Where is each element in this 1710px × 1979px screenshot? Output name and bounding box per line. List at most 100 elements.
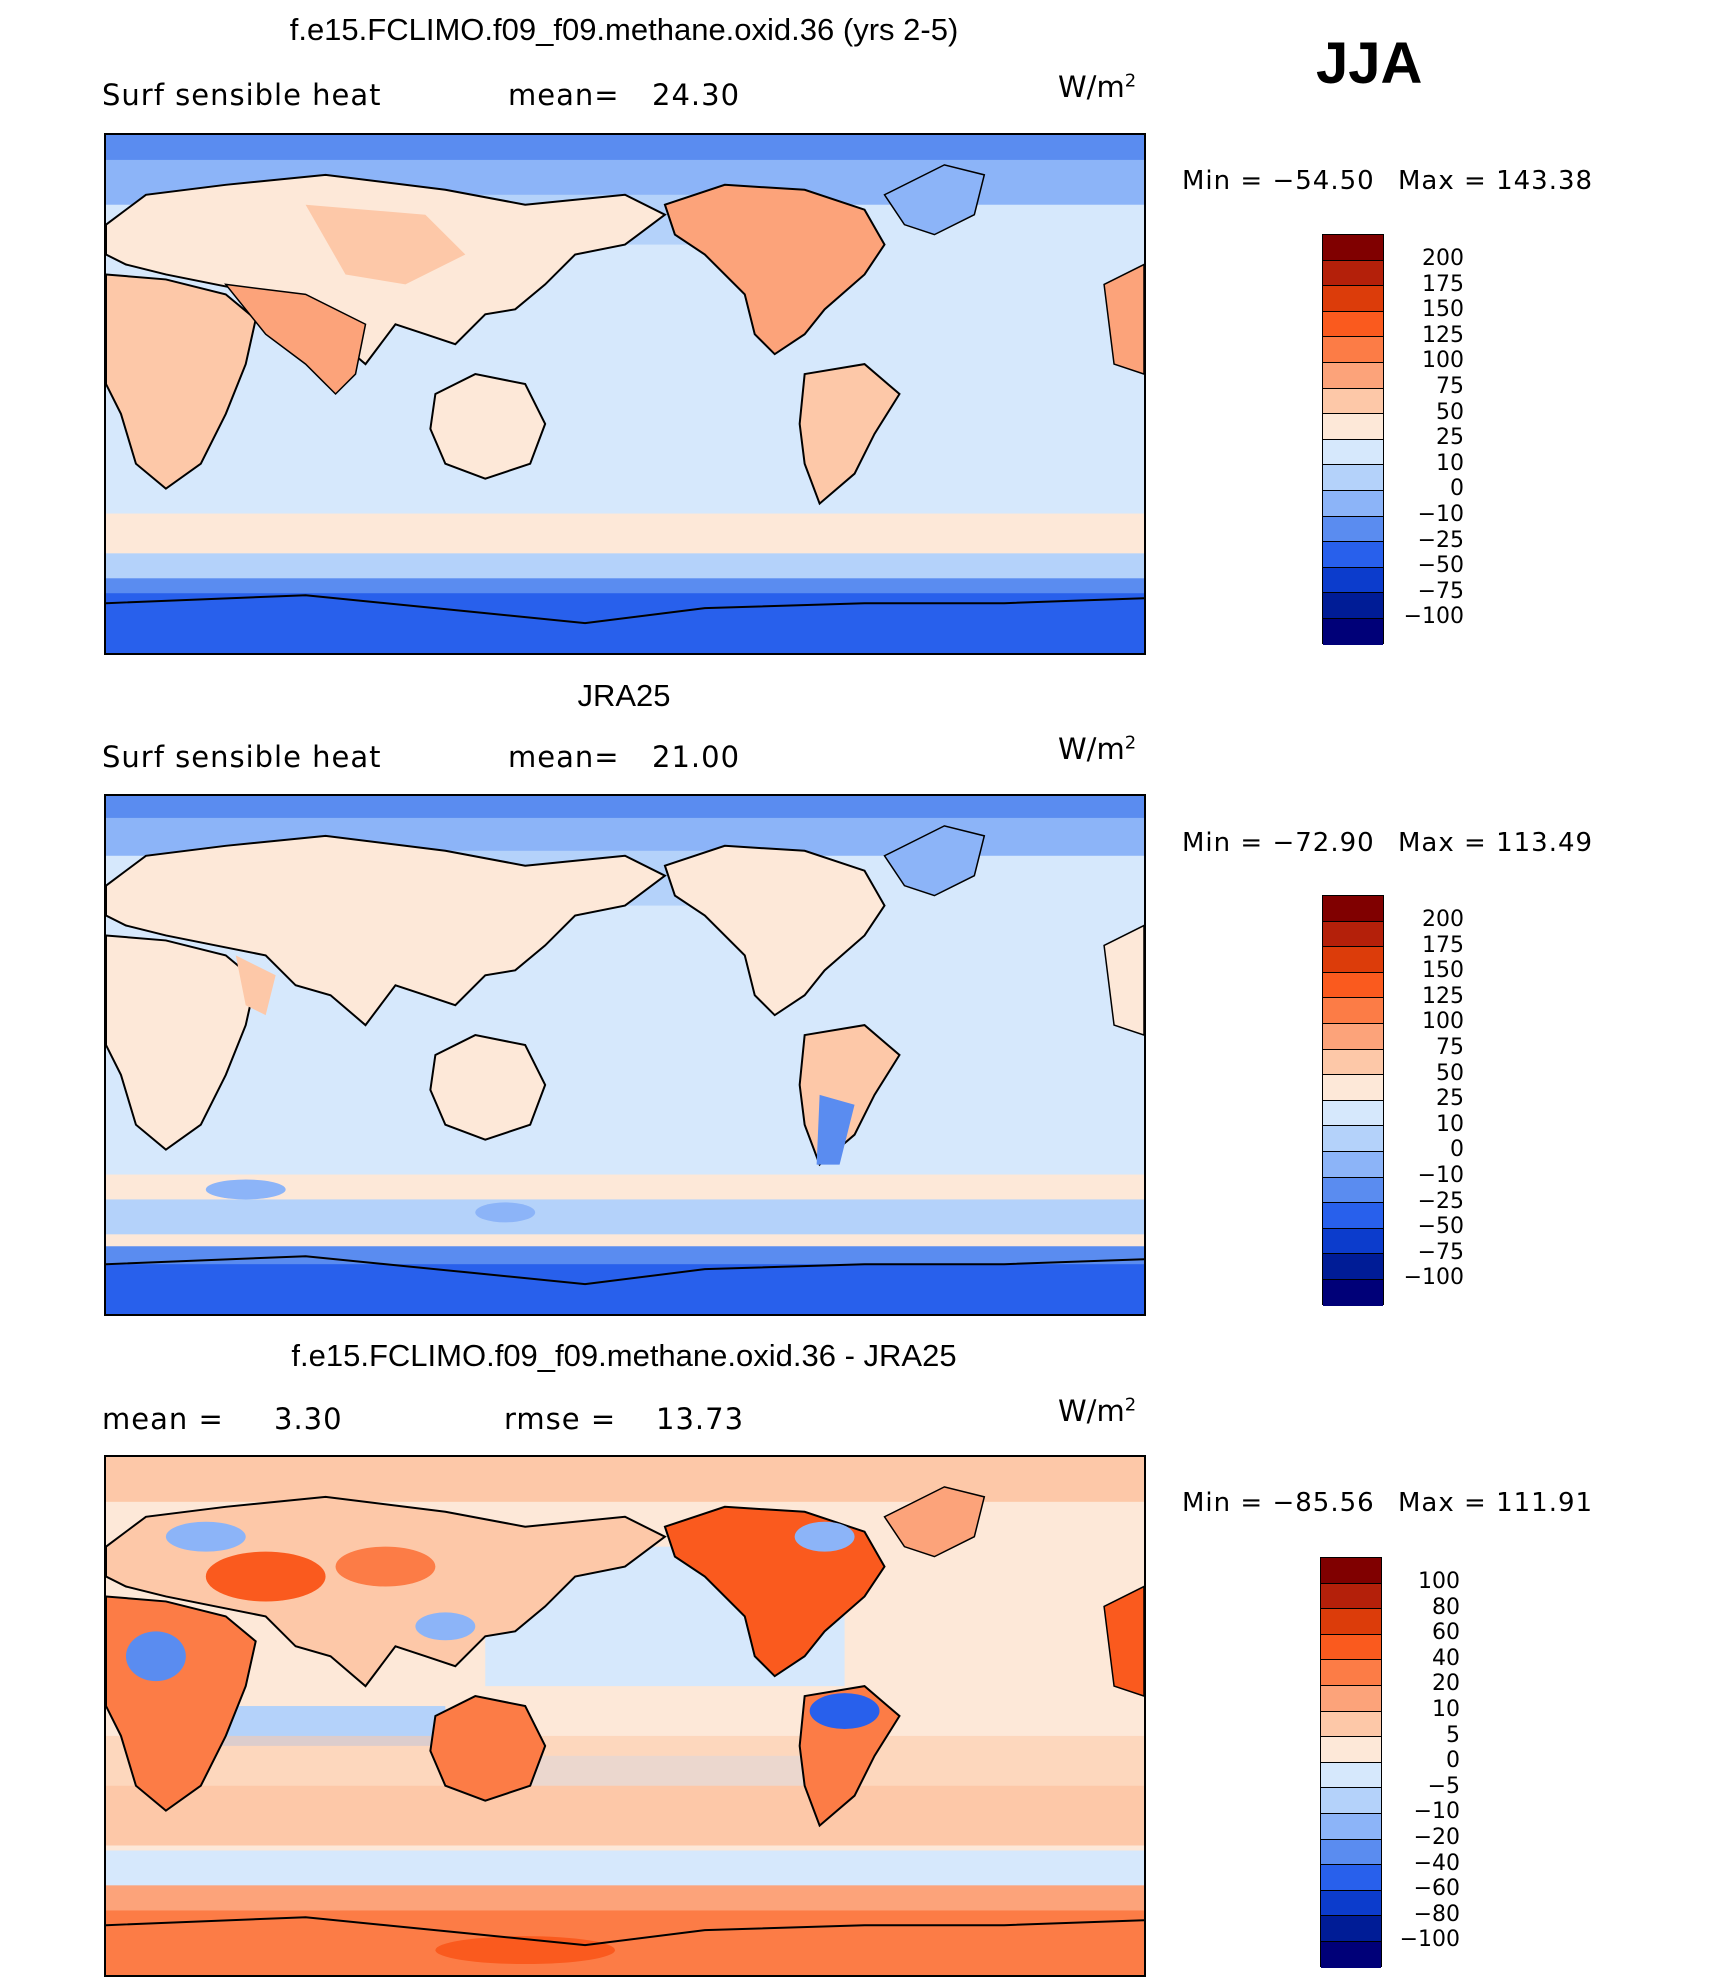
panel1-units: W/m2: [1058, 70, 1137, 104]
season-label: JJA: [1316, 31, 1423, 96]
panel2-colorbar-bin: [1323, 1151, 1383, 1178]
colorbar-label: 125: [1422, 983, 1464, 1009]
panel2-colorbar-bin: [1323, 998, 1383, 1024]
panel3-colorbar-bin: [1321, 1890, 1381, 1917]
panel2-colorbar-bin: [1323, 1049, 1383, 1076]
panel3-colorbar-bin: [1321, 1711, 1381, 1738]
panel1-colorbar-bin: [1323, 618, 1383, 645]
panel3-colorbar-bin: [1321, 1839, 1381, 1866]
panel1-colorbar-bin: [1323, 362, 1383, 389]
panel2-min: Min = −72.90: [1182, 828, 1375, 858]
panel3-title: f.e15.FCLIMO.f09_f09.methane.oxid.36 - J…: [291, 1338, 957, 1373]
panel3-colorbar-bin: [1321, 1558, 1381, 1584]
panel2-colorbar-bin: [1323, 1228, 1383, 1255]
colorbar-label: 100: [1422, 1009, 1464, 1035]
panel1-map-graphic: [106, 135, 1144, 653]
panel1-title: f.e15.FCLIMO.f09_f09.methane.oxid.36 (yr…: [289, 12, 959, 47]
colorbar-label: 20: [1432, 1671, 1460, 1697]
colorbar-label: 10: [1436, 1111, 1464, 1137]
panel1-map: [104, 133, 1146, 655]
panel3-map: [104, 1455, 1146, 1977]
panel2-colorbar-bin: [1323, 1279, 1383, 1306]
colorbar-label: −75: [1417, 578, 1464, 604]
colorbar-label: 175: [1422, 932, 1464, 958]
panel1-mean-value: 24.30: [652, 78, 741, 112]
panel1-min: Min = −54.50: [1182, 166, 1375, 196]
colorbar-label: 100: [1418, 1569, 1460, 1594]
panel3-colorbar-bin: [1321, 1685, 1381, 1712]
panel2-colorbar-bin: [1323, 947, 1383, 973]
panel3-rmse-label: rmse =: [504, 1402, 617, 1436]
panel3-min: Min = −85.56: [1182, 1488, 1375, 1518]
colorbar-label: −10: [1417, 502, 1464, 527]
panel3-colorbar: [1320, 1557, 1382, 1968]
panel2-colorbar-bin: [1323, 1100, 1383, 1127]
panel1-colorbar-bin: [1323, 465, 1383, 491]
colorbar-label: 10: [1432, 1697, 1460, 1722]
colorbar-label: 125: [1422, 322, 1464, 348]
panel3-colorbar-bin: [1321, 1916, 1381, 1942]
panel1-max: Max = 143.38: [1398, 166, 1594, 196]
colorbar-label: 200: [1422, 246, 1464, 271]
panel1-colorbar-bin: [1323, 286, 1383, 312]
panel2-colorbar-bin: [1323, 1177, 1383, 1204]
panel2-colorbar-bin: [1323, 921, 1383, 948]
colorbar-label: −25: [1417, 1188, 1464, 1214]
panel1-colorbar: [1322, 234, 1384, 645]
colorbar-label: 0: [1450, 476, 1464, 502]
panel2-colorbar-bin: [1323, 1023, 1383, 1050]
panel2-colorbar-bin: [1323, 1203, 1383, 1229]
colorbar-label: −60: [1413, 1876, 1460, 1902]
panel2-colorbar-bin: [1323, 1254, 1383, 1280]
panel3-colorbar-bin: [1321, 1941, 1381, 1968]
colorbar-label: 10: [1436, 450, 1464, 476]
colorbar-label: −20: [1413, 1825, 1460, 1850]
panel1-colorbar-bin: [1323, 388, 1383, 415]
colorbar-label: 200: [1422, 907, 1464, 932]
panel3-rmse-value: 13.73: [656, 1402, 745, 1436]
panel3-max: Max = 111.91: [1398, 1488, 1594, 1518]
panel3-colorbar-bin: [1321, 1634, 1381, 1661]
colorbar-label: −40: [1413, 1850, 1460, 1876]
panel2-colorbar-bin: [1323, 1075, 1383, 1101]
panel2-colorbar-bin: [1323, 896, 1383, 922]
colorbar-label: 40: [1432, 1645, 1460, 1671]
panel3-colorbar-bin: [1321, 1788, 1381, 1814]
colorbar-label: 0: [1446, 1748, 1460, 1774]
colorbar-label: −25: [1417, 527, 1464, 553]
colorbar-label: −50: [1417, 553, 1464, 579]
panel2-max: Max = 113.49: [1398, 828, 1594, 858]
colorbar-label: 75: [1436, 374, 1464, 399]
panel1-colorbar-bin: [1323, 490, 1383, 517]
panel3-colorbar-bin: [1321, 1609, 1381, 1635]
panel2-colorbar: [1322, 895, 1384, 1306]
panel1-colorbar-bin: [1323, 260, 1383, 287]
colorbar-label: −5: [1427, 1773, 1460, 1799]
panel1-colorbar-bin: [1323, 439, 1383, 466]
colorbar-label: 5: [1446, 1722, 1460, 1748]
colorbar-label: 75: [1436, 1035, 1464, 1060]
panel3-colorbar-bin: [1321, 1865, 1381, 1891]
colorbar-label: 80: [1432, 1594, 1460, 1620]
panel1-variable-label: Surf sensible heat: [102, 78, 382, 112]
colorbar-label: 0: [1450, 1137, 1464, 1163]
panel2-mean-value: 21.00: [652, 740, 741, 774]
panel3-colorbar-bin: [1321, 1583, 1381, 1610]
panel2-title: JRA25: [577, 678, 671, 713]
colorbar-label: 175: [1422, 271, 1464, 297]
colorbar-label: −50: [1417, 1214, 1464, 1240]
colorbar-label: 60: [1432, 1620, 1460, 1646]
panel1-colorbar-bin: [1323, 516, 1383, 543]
panel1-colorbar-bin: [1323, 593, 1383, 619]
panel1-colorbar-bin: [1323, 542, 1383, 568]
colorbar-label: −75: [1417, 1239, 1464, 1265]
panel1-colorbar-bin: [1323, 337, 1383, 363]
panel1-colorbar-bin: [1323, 235, 1383, 261]
colorbar-label: −100: [1399, 1927, 1460, 1953]
colorbar-label: 100: [1422, 348, 1464, 374]
colorbar-label: 50: [1436, 399, 1464, 425]
panel3-map-graphic: [106, 1457, 1144, 1975]
colorbar-label: −80: [1413, 1901, 1460, 1927]
colorbar-label: −10: [1417, 1163, 1464, 1188]
colorbar-label: 25: [1436, 1086, 1464, 1112]
